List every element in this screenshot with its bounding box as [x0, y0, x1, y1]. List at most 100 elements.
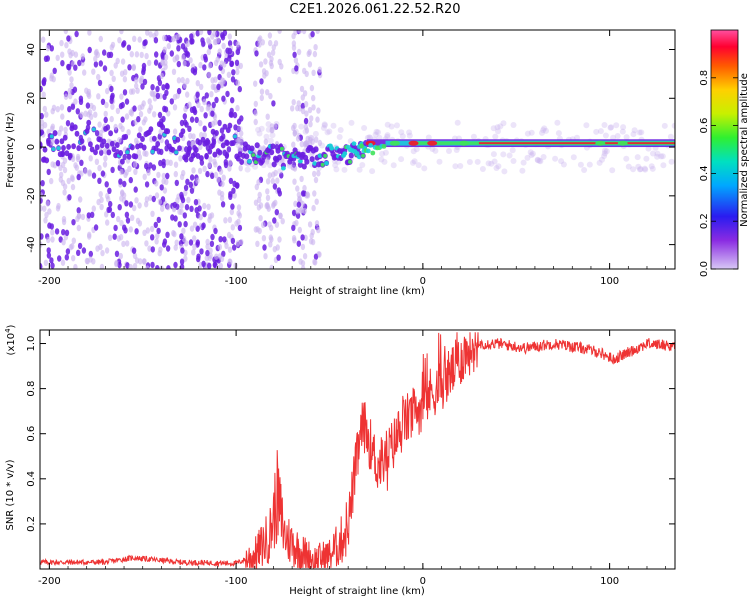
- spectrogram-cell: [236, 136, 243, 143]
- spectrogram-cell: [188, 181, 193, 188]
- spectrogram-cell: [202, 210, 207, 218]
- spectrogram-cell: [398, 129, 405, 136]
- spectrogram-cell: [528, 152, 535, 158]
- spectrogram-cell: [97, 177, 102, 184]
- spectrogram-cell: [138, 110, 144, 118]
- spectrogram-cell: [311, 69, 316, 77]
- spectrogram-cell: [157, 250, 162, 257]
- spectrogram-cell: [155, 141, 161, 147]
- spectrogram-cell: [494, 124, 501, 131]
- spectrogram-cell: [234, 59, 240, 66]
- spectrogram-cell: [124, 98, 130, 105]
- spectrogram-cell: [154, 51, 159, 58]
- spectrogram-cell: [295, 135, 301, 142]
- spectrogram-cell: [119, 168, 124, 176]
- spectrogram-cell: [310, 138, 315, 145]
- spectrogram-cell: [73, 98, 78, 105]
- spectrogram-cell: [131, 63, 136, 71]
- spectrogram-cell: [40, 85, 43, 93]
- spectrogram-cell: [124, 200, 129, 207]
- spectrogram-cell: [161, 172, 166, 180]
- spectrogram-cell: [181, 227, 186, 234]
- spectrogram-cell: [118, 252, 124, 260]
- spectrogram-cell: [209, 143, 214, 150]
- spectrogram-cell: [180, 128, 186, 135]
- spectrogram-cell: [50, 161, 55, 168]
- spectrogram-cell: [46, 236, 51, 244]
- spectrogram-cell: [76, 207, 81, 214]
- spectrogram-cell: [271, 202, 276, 209]
- spectrogram-cell: [185, 91, 190, 98]
- colorbar-gradient: [710, 29, 739, 270]
- spectrogram-cell: [210, 33, 215, 40]
- spectrogram-cell: [141, 144, 147, 151]
- spectrogram-cell: [113, 224, 118, 232]
- spectrogram-cell: [50, 123, 55, 130]
- spectrogram-cell: [264, 158, 270, 165]
- spectrogram-cell: [182, 60, 187, 67]
- spectrogram-cell: [117, 137, 122, 144]
- spectrogram-cell: [189, 225, 195, 232]
- spectrogram-cell: [160, 124, 166, 131]
- spectrogram-cell: [267, 172, 272, 179]
- spectrogram-cell: [209, 240, 215, 247]
- spectrogram-cell: [173, 161, 179, 168]
- spectrogram-cell: [189, 33, 194, 40]
- spectrogram-cell: [191, 249, 196, 256]
- spectrogram-y-label: Frequency (Hz): [5, 112, 16, 188]
- spectrogram-cell: [292, 122, 297, 130]
- spectrogram-cell: [107, 187, 112, 194]
- spectrogram-cell: [40, 262, 43, 269]
- spectrogram-cell: [176, 60, 181, 68]
- spectrogram-cell: [280, 218, 285, 225]
- spectrogram-cell: [104, 211, 109, 218]
- spectrogram-cell: [51, 104, 57, 112]
- spectrogram-cell: [195, 80, 200, 87]
- spectrogram-cell: [227, 159, 233, 166]
- spectrogram-cell: [495, 163, 502, 170]
- spectrogram-cell: [129, 110, 134, 117]
- spectrogram-cell: [176, 87, 182, 95]
- spectrogram-cell: [158, 128, 163, 135]
- spectrogram-cell: [213, 76, 218, 83]
- spectrogram-cell: [151, 164, 157, 171]
- snr-x-tick-label: -200: [38, 576, 61, 587]
- spectrogram-cell: [102, 49, 107, 56]
- spectrogram-cell: [231, 69, 236, 76]
- spectrogram-cell: [244, 153, 250, 160]
- spectrogram-cell: [52, 67, 57, 75]
- spectrogram-cell: [156, 171, 161, 179]
- spectrogram-cell: [232, 111, 238, 119]
- spectrogram-cell: [226, 146, 232, 153]
- spectrogram-cell: [314, 136, 319, 143]
- spectrogram-cell: [56, 146, 61, 151]
- spectrogram-cell: [67, 87, 73, 95]
- spectrogram-cell: [333, 166, 340, 173]
- spectrogram-cell: [267, 137, 274, 144]
- spectrogram-x-tick-label: -100: [225, 276, 248, 287]
- spectrogram-cell: [256, 130, 263, 137]
- spectrogram-cell: [55, 106, 60, 113]
- spectrogram-cell: [102, 147, 108, 155]
- spectrogram-cell: [89, 146, 95, 153]
- colorbar-tick-label: 0.0: [699, 261, 710, 277]
- spectrogram-cell: [276, 254, 281, 261]
- snr-x-ticks: -200 -100 0 100: [38, 330, 667, 587]
- spectrogram-cell: [309, 84, 315, 92]
- spectrogram-cell: [148, 162, 153, 169]
- spectrogram-cell: [233, 262, 238, 269]
- spectrogram-cell: [177, 208, 182, 215]
- spectrogram-cell: [490, 151, 497, 158]
- spectrogram-cell: [399, 133, 406, 140]
- spectrogram-cell: [59, 104, 65, 111]
- spectrogram-cell: [201, 40, 206, 47]
- spectrogram-cell: [189, 187, 195, 194]
- spectrogram-cell: [185, 40, 191, 47]
- spectrogram-cell: [310, 228, 315, 236]
- spectrogram-cell: [221, 95, 226, 102]
- spectrogram-cell: [536, 157, 543, 164]
- spectrogram-cell: [202, 98, 207, 106]
- spectrogram-cell: [47, 208, 52, 215]
- spectrogram-cell: [295, 185, 300, 192]
